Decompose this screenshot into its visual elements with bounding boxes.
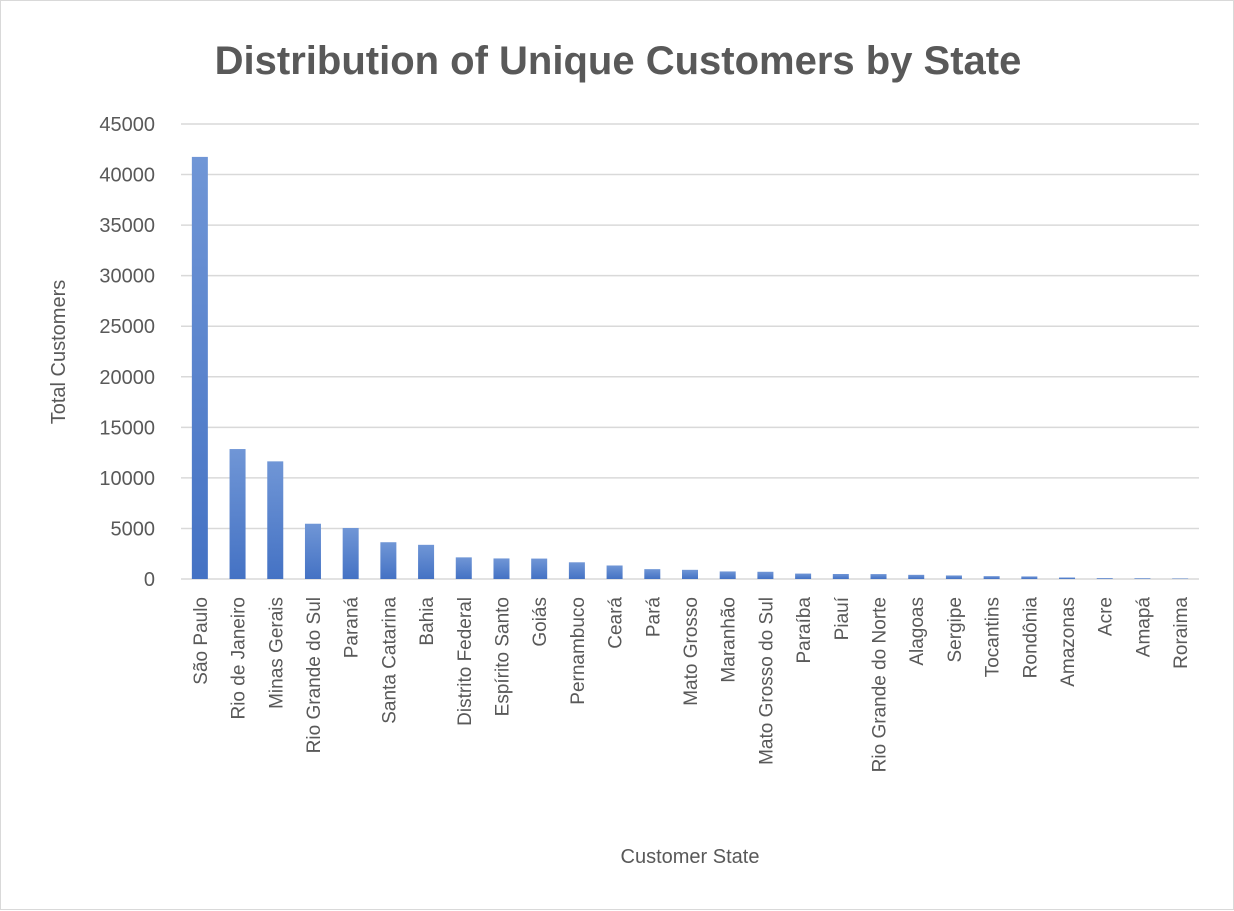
bar — [607, 565, 623, 579]
bar — [1059, 578, 1075, 579]
x-tick-label: Acre — [1096, 597, 1117, 636]
x-tick-label: São Paulo — [191, 597, 212, 685]
x-tick-label: Pará — [643, 597, 664, 638]
y-tick-label: 15000 — [99, 417, 155, 439]
y-tick-label: 45000 — [99, 114, 155, 136]
x-tick-label: Espírito Santo — [492, 597, 513, 716]
y-tick-label: 40000 — [99, 165, 155, 187]
bar — [757, 572, 773, 579]
x-tick-label: Santa Catarina — [379, 597, 400, 724]
bars — [192, 157, 1188, 579]
x-tick-label: Mato Grosso do Sul — [756, 597, 777, 765]
bar — [380, 542, 396, 579]
y-tick-label: 0 — [144, 569, 155, 591]
bar — [456, 557, 472, 579]
bar — [833, 574, 849, 579]
bar — [531, 559, 547, 579]
bar — [1021, 576, 1037, 579]
x-tick-label: Tocantins — [983, 597, 1004, 677]
x-axis-title: Customer State — [621, 846, 760, 868]
bar — [230, 449, 246, 579]
bar — [908, 575, 924, 579]
bar — [267, 461, 283, 579]
bar — [682, 570, 698, 579]
y-tick-label: 20000 — [99, 367, 155, 389]
bar — [493, 558, 509, 579]
x-tick-label: Minas Gerais — [266, 597, 287, 709]
bar — [305, 524, 321, 579]
x-tick-label: Amazonas — [1058, 597, 1079, 687]
x-tick-label: Rio de Janeiro — [229, 597, 250, 720]
chart-title: Distribution of Unique Customers by Stat… — [215, 39, 1022, 83]
y-axis-title: Total Customers — [48, 280, 70, 425]
bar — [871, 574, 887, 579]
x-tick-label: Alagoas — [907, 597, 928, 666]
x-tick-label: Pernambuco — [568, 597, 589, 705]
x-tick-label: Sergipe — [945, 597, 966, 663]
x-tick-label: Amapá — [1133, 597, 1154, 658]
x-tick-label: Rondônia — [1020, 597, 1041, 679]
bar — [1097, 578, 1113, 579]
bar — [984, 576, 1000, 579]
bar — [1134, 578, 1150, 579]
bar — [795, 574, 811, 579]
bar — [343, 528, 359, 579]
x-tick-label: Goiás — [530, 597, 551, 647]
y-tick-label: 35000 — [99, 215, 155, 237]
y-tick-label: 10000 — [99, 468, 155, 490]
y-tick-label: 25000 — [99, 316, 155, 338]
x-axis-ticks: São Paulo Rio de Janeiro Minas Gerais Rio G… — [191, 596, 1192, 772]
bar — [418, 545, 434, 579]
x-tick-label: Bahia — [417, 597, 438, 646]
x-tick-label: Rio Grande do Norte — [870, 597, 891, 772]
y-axis-ticks: 0 5000 10000 15000 20000 25000 30000 35000 40000… — [99, 114, 155, 591]
x-tick-label: Maranhão — [719, 597, 740, 683]
x-tick-label: Mato Grosso — [681, 597, 702, 706]
bar — [192, 157, 208, 579]
bar — [946, 575, 962, 579]
x-tick-label: Roraima — [1171, 597, 1192, 669]
x-tick-label: Rio Grande do Sul — [304, 597, 325, 753]
y-tick-label: 5000 — [111, 518, 156, 540]
x-tick-label: Ceará — [606, 597, 627, 649]
bar — [569, 562, 585, 579]
x-tick-label: Distrito Federal — [455, 597, 476, 726]
grid-lines — [181, 124, 1199, 579]
bar — [644, 569, 660, 579]
y-tick-label: 30000 — [99, 266, 155, 288]
x-tick-label: Piauí — [832, 596, 853, 640]
x-tick-label: Paraíba — [794, 597, 815, 664]
x-tick-label: Paraná — [342, 597, 363, 659]
bar — [720, 571, 736, 579]
